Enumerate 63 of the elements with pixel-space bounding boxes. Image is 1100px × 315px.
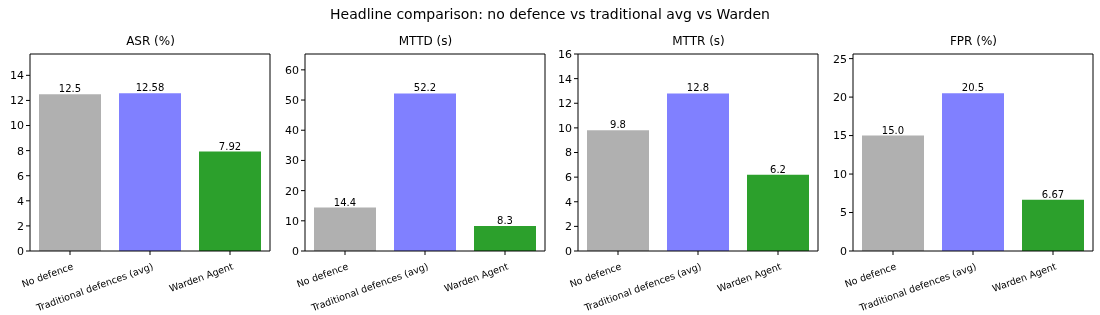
data-label: 9.8 <box>610 119 626 131</box>
bar <box>199 151 261 251</box>
y-tick-label: 60 <box>285 63 299 77</box>
bar <box>314 207 376 251</box>
y-tick-label: 10 <box>285 214 299 228</box>
y-tick-label: 20 <box>285 184 299 198</box>
y-tick-label: 20 <box>833 91 847 104</box>
data-label: 8.3 <box>497 214 513 226</box>
y-tick-label: 10 <box>833 167 847 181</box>
y-tick-label: 2 <box>17 219 24 233</box>
data-label: 15.0 <box>881 124 905 136</box>
data-label: 12.58 <box>135 82 165 94</box>
data-label: 12.8 <box>686 82 710 94</box>
data-label: 6.67 <box>1041 188 1065 200</box>
bar <box>942 93 1004 251</box>
bar <box>39 94 101 251</box>
y-tick-label: 30 <box>285 154 299 168</box>
y-tick-label: 4 <box>565 195 572 209</box>
y-tick-label: 14 <box>558 72 572 86</box>
y-tick-label: 12 <box>10 94 24 108</box>
bar <box>862 135 924 251</box>
x-tick-label: Warden Agent <box>715 260 783 294</box>
bar <box>747 174 809 251</box>
y-tick-label: 0 <box>292 244 299 258</box>
bar <box>474 225 536 251</box>
bar <box>667 93 729 251</box>
chart-title: MTTR (s) <box>671 34 726 48</box>
chart-title: ASR (%) <box>125 34 176 48</box>
y-tick-label: 50 <box>285 93 299 107</box>
y-tick-label: 6 <box>565 171 572 185</box>
y-tick-label: 12 <box>558 97 572 111</box>
text: Headline comparison: no defence vs traditional avg vs Warden <box>329 6 771 22</box>
y-tick-label: 6 <box>17 169 24 183</box>
bar <box>1022 199 1084 251</box>
y-tick-label: 5 <box>840 206 847 220</box>
y-tick-label: 0 <box>840 244 847 258</box>
y-tick-label: 0 <box>565 244 572 258</box>
y-tick-label: 2 <box>565 220 572 234</box>
data-label: 52.2 <box>413 82 437 94</box>
y-tick-label: 16 <box>558 47 572 61</box>
y-tick-label: 40 <box>285 124 299 138</box>
chart-title: MTTD (s) <box>397 34 454 48</box>
y-tick-label: 25 <box>833 52 847 66</box>
y-tick-label: 8 <box>565 146 572 160</box>
y-tick-label: 8 <box>17 144 24 158</box>
bar <box>587 130 649 251</box>
y-tick-label: 0 <box>17 244 24 258</box>
x-tick-label: Warden Agent <box>442 260 510 294</box>
data-label: 7.92 <box>218 140 242 152</box>
data-label: 14.4 <box>333 196 357 208</box>
data-label: 20.5 <box>961 82 985 94</box>
y-tick-label: 10 <box>10 119 24 133</box>
data-label: 6.2 <box>770 163 786 175</box>
data-label: 12.5 <box>58 83 82 95</box>
x-tick-label: Warden Agent <box>990 260 1058 294</box>
bar <box>119 93 181 251</box>
bar <box>394 93 456 251</box>
y-tick-label: 15 <box>833 129 847 143</box>
y-tick-label: 10 <box>558 121 572 135</box>
y-tick-label: 14 <box>10 69 24 83</box>
chart-title: FPR (%) <box>948 34 999 48</box>
y-tick-label: 4 <box>17 194 24 208</box>
x-tick-label: Warden Agent <box>167 260 235 294</box>
